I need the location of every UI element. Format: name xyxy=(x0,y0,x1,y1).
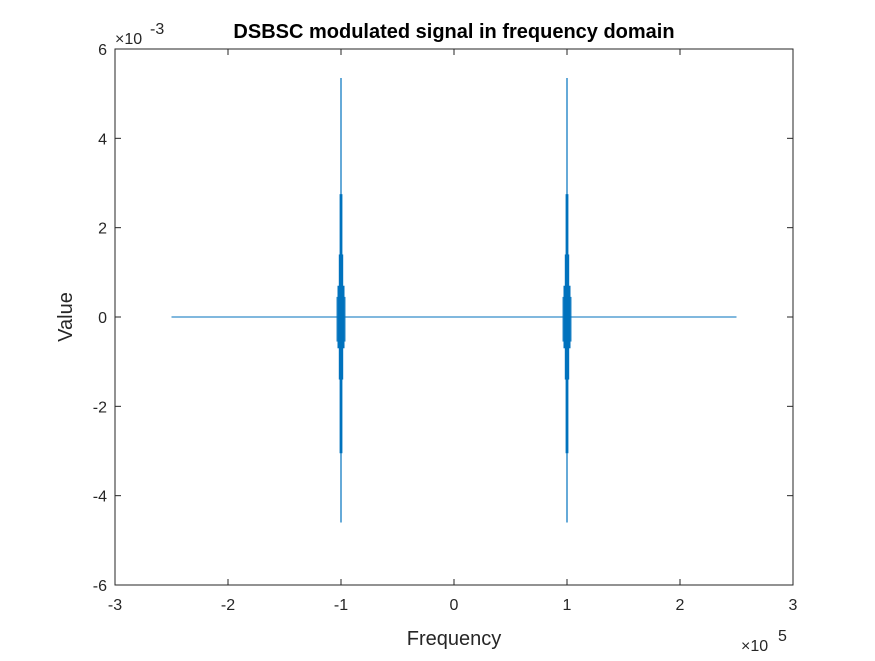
x-exponent-power: 5 xyxy=(778,628,787,645)
x-tick-label: 1 xyxy=(563,597,572,614)
x-axis-label: Frequency xyxy=(407,628,502,650)
x-tick-label: -2 xyxy=(221,597,235,614)
y-axis-label: Value xyxy=(55,292,77,342)
chart-title: DSBSC modulated signal in frequency doma… xyxy=(233,21,674,43)
y-exponent-base: ×10 xyxy=(115,31,142,48)
y-exponent: ×10 -3 xyxy=(115,21,164,48)
spike-2 xyxy=(562,78,572,523)
y-tick-label: 0 xyxy=(98,310,107,327)
y-tick-label: -6 xyxy=(93,578,107,595)
spike-mid xyxy=(565,194,569,454)
x-tick-label: 2 xyxy=(676,597,685,614)
y-tick-label: 6 xyxy=(98,42,107,59)
x-tick-label: -1 xyxy=(334,597,348,614)
x-exponent-base: ×10 xyxy=(741,638,768,655)
y-exponent-power: -3 xyxy=(150,21,164,38)
x-tick-label: 3 xyxy=(789,597,798,614)
y-tick-label: 4 xyxy=(98,131,107,148)
series-layer xyxy=(171,78,737,523)
spike-1 xyxy=(336,78,346,523)
y-tick-label: 2 xyxy=(98,221,107,238)
spike-mid xyxy=(339,194,343,454)
y-axis-ticks: -6 -4 -2 0 2 4 6 xyxy=(93,42,793,595)
x-axis-ticks: -3 -2 -1 0 1 2 3 xyxy=(108,49,798,614)
y-tick-label: -4 xyxy=(93,489,107,506)
x-tick-label: -3 xyxy=(108,597,122,614)
x-tick-label: 0 xyxy=(450,597,459,614)
y-tick-label: -2 xyxy=(93,399,107,416)
x-exponent: ×10 5 xyxy=(741,628,787,655)
